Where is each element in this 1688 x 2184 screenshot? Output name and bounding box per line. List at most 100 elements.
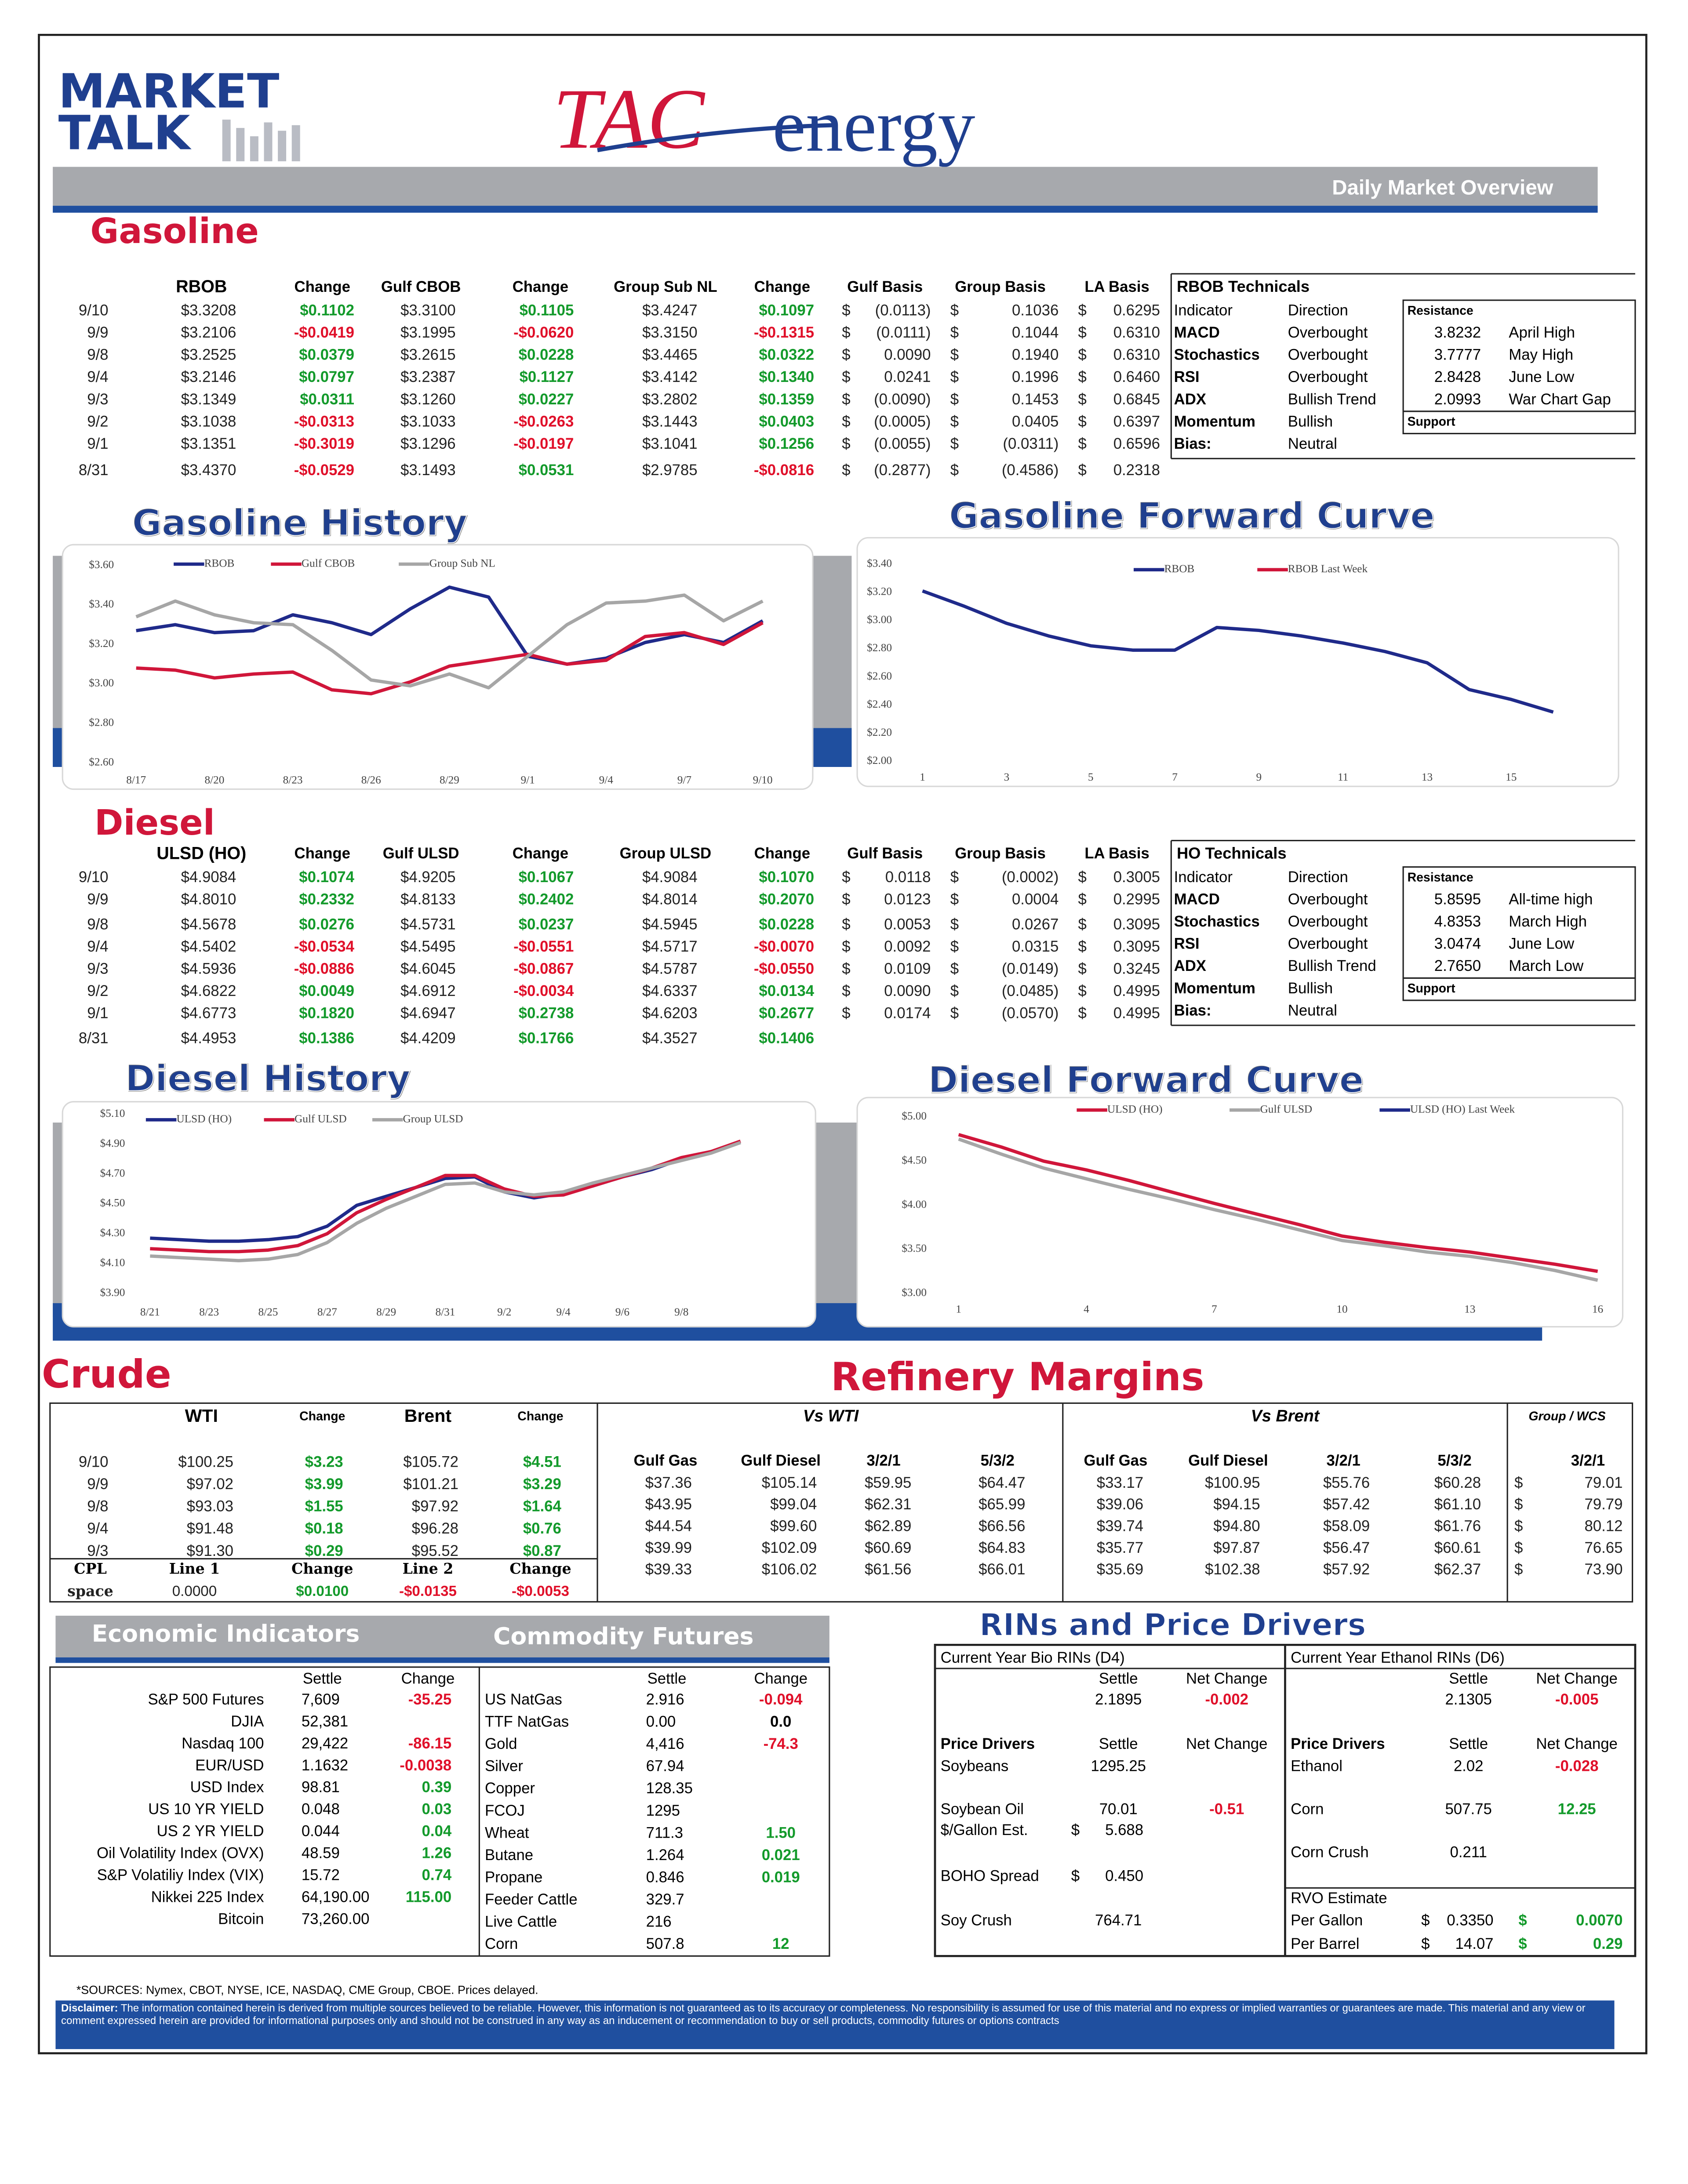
cell: ADX [1174, 391, 1206, 408]
cell: Bullish [1288, 980, 1333, 997]
cell: -$0.0867 [513, 961, 574, 978]
y-tick-label: $2.80 [89, 716, 114, 729]
cell: $0.0531 [519, 462, 574, 479]
cell: $ [842, 1005, 850, 1022]
column-header: CPL [74, 1560, 107, 1577]
cell: 9/1 [87, 1005, 108, 1022]
cell: Propane [485, 1869, 542, 1886]
y-tick-label: $3.20 [867, 585, 892, 597]
cell: $1.64 [523, 1498, 562, 1515]
cell: 73.90 [1584, 1561, 1623, 1578]
cell: $ [842, 983, 850, 999]
cell: $/Gallon Est. [941, 1822, 1028, 1839]
cell: $4.5678 [181, 916, 236, 933]
cell: $3.2525 [181, 347, 236, 363]
cell: $97.87 [1213, 1540, 1260, 1556]
cell: Wheat [485, 1824, 529, 1841]
cell: -86.15 [408, 1735, 452, 1752]
cell: 711.3 [646, 1824, 683, 1841]
cell: 9/9 [87, 891, 108, 908]
chart-title: Gasoline History [132, 502, 467, 544]
y-tick-label: $3.20 [89, 637, 114, 650]
cell: $2.9785 [642, 462, 698, 479]
y-tick-label: $3.00 [867, 614, 892, 626]
cell: $0.0100 [296, 1583, 349, 1599]
x-tick-label: 7 [1172, 771, 1178, 783]
cell: 0.03 [422, 1801, 452, 1818]
cell: $ [950, 436, 959, 452]
chart-title: Diesel Forward Curve [928, 1059, 1364, 1101]
cell: 9/9 [87, 324, 108, 341]
cell: Corn [485, 1936, 518, 1952]
cell: $3.3100 [400, 302, 456, 319]
cell: 0.2995 [1113, 891, 1160, 908]
y-tick-label: $4.90 [100, 1137, 125, 1149]
cell: Overbought [1288, 324, 1368, 341]
cell: 64,190.00 [302, 1889, 370, 1905]
x-tick-label: 9/4 [599, 774, 614, 786]
cell: $0.0134 [759, 983, 814, 999]
disclaimer-label: Disclaimer: [61, 2002, 118, 2015]
sources: *SOURCES: Nymex, CBOT, NYSE, ICE, NASDAQ… [76, 1983, 538, 1996]
series-line [136, 621, 764, 696]
cell: $ [950, 938, 959, 955]
cell: 0.0 [770, 1714, 791, 1730]
cell: $0.2070 [759, 891, 814, 908]
brand-tac: TAC [553, 71, 706, 167]
cell: Nikkei 225 Index [151, 1889, 264, 1905]
cell: $3.1296 [400, 436, 456, 452]
cell: $96.28 [412, 1520, 458, 1537]
legend-label: RBOB Last Week [1288, 563, 1368, 575]
cell: $62.89 [865, 1518, 911, 1535]
label: Resistance [1408, 870, 1473, 884]
cell: 0.39 [422, 1779, 452, 1796]
cell: $4.5936 [181, 961, 236, 978]
cell: $3.4370 [181, 462, 236, 479]
cell: Price Drivers [1291, 1736, 1385, 1752]
cell: $0.2677 [759, 1005, 814, 1022]
legend-label: ULSD (HO) Last Week [1410, 1103, 1515, 1115]
column-header: Gulf Diesel [1188, 1452, 1268, 1469]
cell: $0.1406 [759, 1030, 814, 1047]
cell: $ [950, 369, 959, 385]
section-title: Refinery Margins [831, 1354, 1204, 1399]
cell: DJIA [231, 1713, 264, 1730]
cell: S&P Volatiliy Index (VIX) [97, 1867, 264, 1883]
cell: $0.1102 [300, 302, 354, 319]
cell: $ [842, 462, 850, 479]
cell: 9/3 [87, 1543, 108, 1559]
cell: $3.3150 [642, 324, 698, 341]
cell: $3.4247 [642, 302, 698, 319]
group-header: Vs Brent [1251, 1407, 1320, 1425]
cell: $39.33 [645, 1561, 692, 1578]
legend-label: RBOB [1164, 563, 1194, 575]
cell: $4.5945 [642, 916, 698, 933]
cell: 14.07 [1455, 1936, 1494, 1952]
cell: 0.6845 [1113, 391, 1160, 408]
cell: EUR/USD [195, 1757, 264, 1774]
series-line [958, 1133, 1598, 1273]
technicals-title: RBOB Technicals [1177, 277, 1310, 295]
brand-swoosh [597, 123, 834, 153]
cell: $58.09 [1323, 1518, 1370, 1535]
cell: 0.6460 [1113, 369, 1160, 385]
cell: FCOJ [485, 1802, 525, 1819]
cell: -$0.0551 [513, 938, 574, 955]
section-title: Crude [42, 1352, 171, 1397]
column-header: Line 2 [403, 1560, 454, 1577]
legend-label: Gulf ULSD [295, 1113, 347, 1125]
cell: Silver [485, 1758, 523, 1775]
cell: $0.2332 [299, 891, 354, 908]
cell: Net Change [1536, 1736, 1617, 1752]
cell: 3.0474 [1434, 936, 1481, 952]
cell: 2.8428 [1434, 369, 1481, 385]
y-tick-label: $5.10 [100, 1107, 125, 1119]
cell: $62.31 [865, 1496, 911, 1513]
cell: Overbought [1288, 891, 1368, 908]
cell: $ [842, 413, 850, 430]
cell: $ [950, 916, 959, 933]
cell: $ [1078, 302, 1087, 319]
cell: 9/2 [87, 413, 108, 430]
cell: $106.02 [762, 1561, 817, 1578]
cell: 0.0123 [884, 891, 931, 908]
